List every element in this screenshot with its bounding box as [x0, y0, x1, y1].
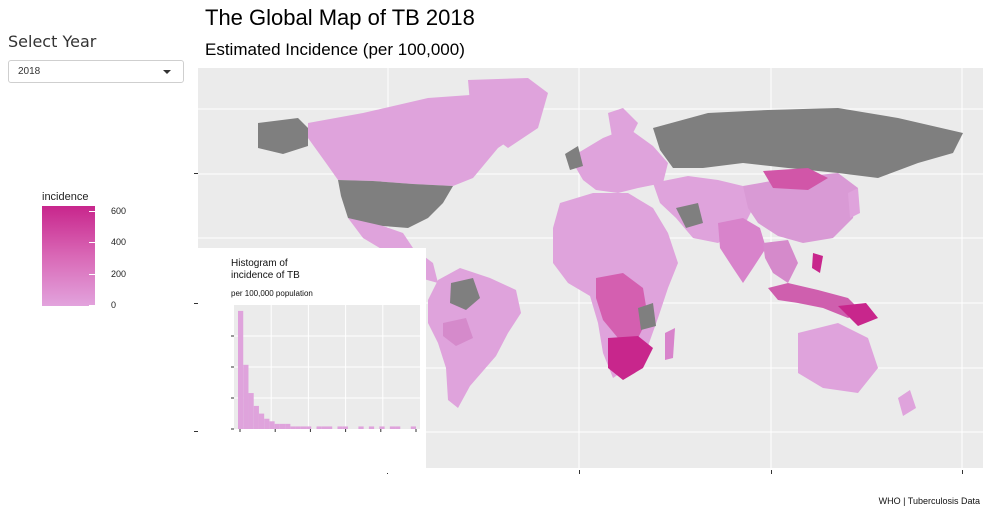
australia-region [798, 323, 878, 393]
histogram-bar [269, 421, 275, 429]
histogram-bar [389, 426, 396, 429]
legend-title: incidence [42, 191, 89, 203]
histogram-chart [231, 305, 420, 432]
histogram-bar [238, 310, 244, 429]
usa-region [338, 180, 453, 228]
legend-label-0: 0 [111, 300, 117, 310]
axis-tick [771, 470, 772, 474]
histogram-subtitle: per 100,000 population [231, 289, 313, 298]
caption: WHO | Tuberculosis Data [878, 496, 980, 506]
histogram-bar [368, 426, 375, 429]
mongolia-region [763, 168, 828, 190]
histogram-bar [316, 426, 322, 429]
histogram-bar [379, 426, 385, 429]
page-title: The Global Map of TB 2018 [205, 5, 475, 30]
histogram-bar [395, 426, 401, 429]
histogram-title: Histogram of incidence of TB [231, 258, 300, 281]
histogram-bar [279, 423, 286, 429]
axis-tick [194, 303, 198, 304]
philippines-region [812, 253, 823, 273]
legend-tick [89, 274, 95, 275]
axis-tick [194, 173, 198, 174]
histogram-bar [306, 426, 312, 429]
axis-tick [194, 431, 198, 432]
histogram-bar [264, 418, 270, 429]
histogram-bar [342, 426, 348, 429]
china-region [743, 173, 858, 243]
legend-label-200: 200 [111, 269, 127, 279]
legend-tick [89, 211, 95, 212]
histogram-bar [410, 426, 416, 429]
indonesia-region [768, 283, 863, 318]
histogram-bar [248, 393, 254, 429]
russia-region [653, 108, 963, 178]
select-year-label: Select Year [8, 32, 97, 51]
greenland-region [468, 78, 548, 148]
axis-tick [962, 470, 963, 474]
page-subtitle: Estimated Incidence (per 100,000) [205, 40, 465, 59]
se-asia-region [763, 240, 798, 283]
histogram-bar [337, 426, 343, 429]
histogram-bar [358, 426, 364, 429]
legend-tick [89, 242, 95, 243]
chevron-down-icon[interactable] [163, 70, 171, 74]
legend-colorbar [42, 206, 95, 306]
histogram-bar [295, 426, 301, 429]
southern-africa-region [608, 336, 653, 380]
madagascar-region [665, 328, 675, 360]
histogram-bar [285, 423, 291, 429]
axis-tick [579, 470, 580, 474]
central-africa-region [596, 273, 648, 338]
histogram-bar [300, 426, 307, 429]
legend-tick [89, 305, 95, 306]
legend-label-400: 400 [111, 237, 127, 247]
legend-label-600: 600 [111, 206, 127, 216]
histogram-bar [327, 426, 333, 429]
europe-region [576, 128, 668, 193]
histogram-inset: Histogram of incidence of TB per 100,000… [198, 248, 426, 473]
histogram-bar [274, 423, 280, 429]
histogram-bar [253, 405, 259, 429]
histogram-bar [243, 364, 249, 429]
histogram-bar [321, 426, 327, 429]
year-select[interactable]: 2018 [8, 60, 184, 83]
png-region [838, 303, 878, 326]
year-select-value: 2018 [18, 66, 41, 77]
histogram-bar [290, 426, 296, 429]
histogram-bar [258, 413, 265, 429]
india-region [718, 218, 766, 283]
alaska-region [258, 118, 308, 154]
